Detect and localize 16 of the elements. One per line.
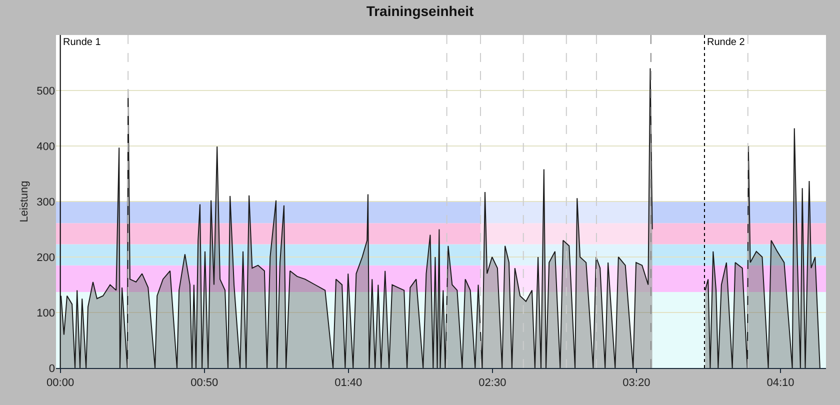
y-tick-label: 300 bbox=[36, 196, 55, 208]
x-tick-label: 02:30 bbox=[478, 377, 506, 390]
y-tick-label: 200 bbox=[36, 252, 55, 264]
x-tick-label: 04:10 bbox=[766, 377, 794, 390]
ref-line-label: Runde 2 bbox=[707, 37, 746, 48]
chart-title: Trainingseinheit bbox=[366, 2, 474, 19]
y-tick-label: 500 bbox=[36, 85, 55, 98]
y-axis-title: Leistung bbox=[18, 180, 30, 222]
y-tick-label: 100 bbox=[36, 307, 55, 320]
x-tick-label: 03:20 bbox=[622, 377, 650, 390]
x-tick-label: 00:00 bbox=[46, 377, 74, 390]
y-tick-label: 400 bbox=[36, 140, 55, 153]
x-tick-label: 00:50 bbox=[190, 377, 218, 390]
x-tick-label: 01:40 bbox=[334, 377, 362, 390]
y-tick-label: 0 bbox=[48, 362, 55, 375]
ref-line-label: Runde 1 bbox=[63, 37, 102, 48]
